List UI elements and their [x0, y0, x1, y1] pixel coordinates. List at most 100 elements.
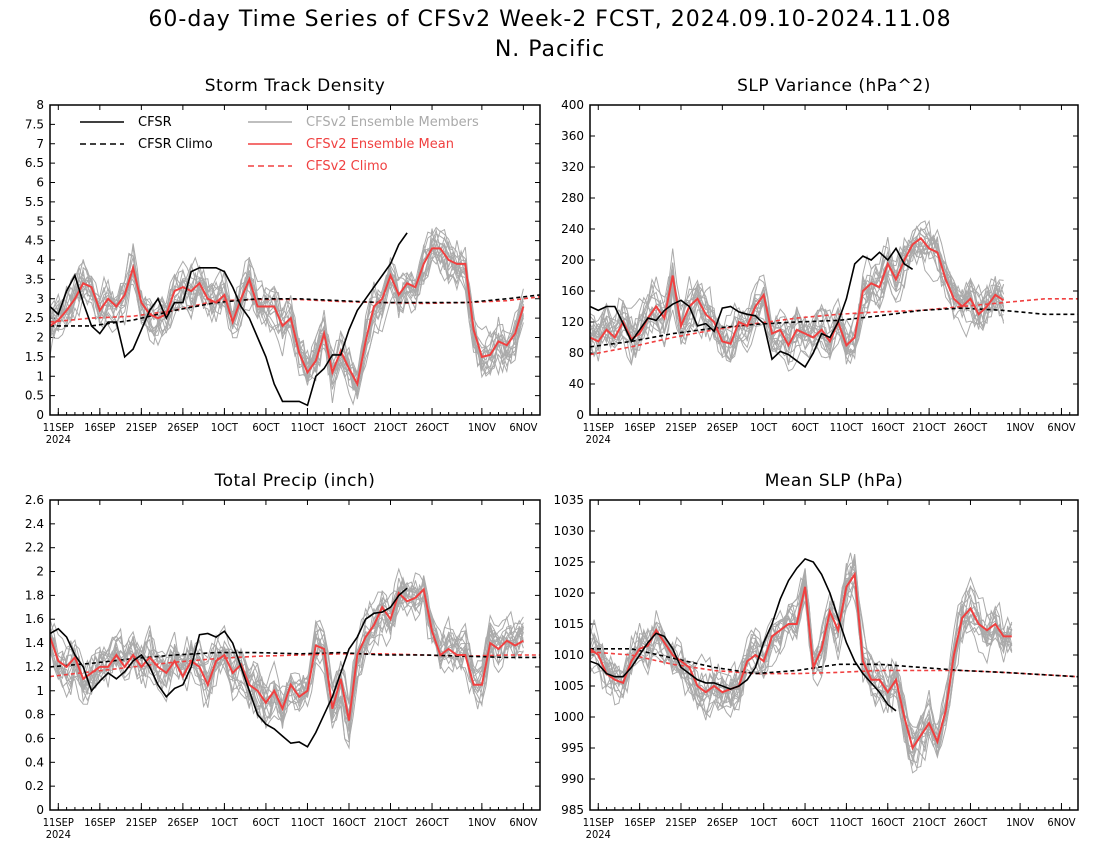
y-tick-label: 1000	[553, 710, 584, 724]
ensemble-member-line	[50, 230, 524, 397]
panel-title: Mean SLP (hPa)	[765, 471, 904, 491]
ensemble-member-line	[590, 237, 1005, 348]
x-tick-label: 1OCT	[750, 816, 778, 829]
x-tick-label: 26SEP	[167, 816, 198, 829]
ensemble-member-line	[50, 581, 524, 727]
y-tick-label: 6.5	[25, 156, 44, 170]
y-tick-label: 8	[36, 98, 44, 112]
y-tick-label: 4.5	[25, 234, 44, 248]
plot-frame	[589, 104, 1079, 416]
y-tick-label: 2.5	[25, 311, 44, 325]
panel-title: Storm Track Density	[205, 76, 386, 96]
y-tick-label: 1.2	[25, 660, 44, 674]
x-tick-label: 11OCT	[830, 816, 864, 829]
cfsr-climo-line	[590, 647, 1078, 678]
x-tick-label: 21SEP	[665, 816, 696, 829]
x-tick-label: 16OCT	[871, 816, 905, 829]
y-tick-label: 0.5	[25, 389, 44, 403]
x-tick-label: 21SEP	[665, 421, 696, 434]
x-tick-label: 16SEP	[624, 816, 655, 829]
legend-label: CFSv2 Ensemble Mean	[306, 137, 454, 152]
y-tick-label: 160	[561, 284, 584, 298]
x-year-label: 2024	[46, 828, 71, 841]
x-tick-label: 1NOV	[468, 816, 496, 829]
y-tick-label: 80	[569, 346, 584, 360]
y-tick-label: 2.2	[25, 541, 44, 555]
legend-label: CFSv2 Climo	[306, 159, 388, 174]
y-tick-label: 120	[561, 315, 584, 329]
x-tick-label: 16OCT	[871, 421, 905, 434]
cfsr-line	[50, 232, 408, 407]
y-tick-label: 0	[576, 408, 584, 422]
ensemble-member-line	[50, 585, 524, 706]
y-tick-label: 0.4	[25, 755, 44, 769]
x-tick-label: 6NOV	[1047, 421, 1075, 434]
x-tick-label: 21OCT	[374, 421, 408, 434]
x-tick-label: 26OCT	[954, 816, 988, 829]
y-tick-label: 2	[36, 565, 44, 579]
figure-title: 60-day Time Series of CFSv2 Week-2 FCST,…	[148, 7, 951, 32]
x-tick-label: 1OCT	[211, 421, 239, 434]
x-tick-label: 1OCT	[211, 816, 239, 829]
y-tick-label: 2.4	[25, 517, 44, 531]
ensemble-mean-line	[590, 571, 1012, 751]
legend-label: CFSR	[138, 115, 172, 130]
y-tick-label: 40	[569, 377, 584, 391]
y-tick-label: 7.5	[25, 117, 44, 131]
y-tick-label: 1	[36, 684, 44, 698]
y-tick-label: 5	[36, 214, 44, 228]
x-tick-label: 1NOV	[1006, 816, 1034, 829]
y-tick-label: 1015	[553, 617, 584, 631]
y-tick-label: 6	[36, 176, 44, 190]
x-tick-label: 11SEP	[583, 816, 614, 829]
ensemble-member-line	[590, 235, 1005, 358]
x-tick-label: 6OCT	[252, 421, 280, 434]
y-tick-label: 3.5	[25, 272, 44, 286]
y-tick-label: 1010	[553, 648, 584, 662]
x-tick-label: 21OCT	[912, 421, 946, 434]
x-tick-label: 26OCT	[954, 421, 988, 434]
x-tick-label: 11SEP	[43, 421, 74, 434]
x-tick-label: 16OCT	[332, 421, 366, 434]
ensemble-member-line	[50, 590, 524, 727]
x-tick-label: 26OCT	[415, 816, 449, 829]
x-tick-label: 6OCT	[792, 816, 820, 829]
y-tick-label: 990	[561, 772, 584, 786]
x-tick-label: 1NOV	[1006, 421, 1034, 434]
y-tick-label: 1025	[553, 555, 584, 569]
y-tick-label: 985	[561, 803, 584, 817]
y-tick-label: 0.8	[25, 708, 44, 722]
ensemble-member-line	[590, 245, 1005, 363]
y-tick-label: 1	[36, 369, 44, 383]
legend: CFSR CFSR Climo CFSv2 Ensemble Members CFSv…	[80, 115, 479, 174]
y-tick-label: 1.6	[25, 612, 44, 626]
y-tick-label: 1.8	[25, 588, 44, 602]
ensemble-member-line	[590, 556, 1013, 774]
y-tick-label: 1.4	[25, 636, 44, 650]
plot-frame	[49, 104, 541, 416]
panel-total-precip: Total Precip (inch) 0 0.2 0.4 0.6 0.8 1 1.2 1.4 1…	[25, 471, 541, 841]
x-tick-label: 26SEP	[707, 421, 738, 434]
panel-title: Total Precip (inch)	[214, 471, 376, 491]
ensemble-mean-line	[50, 247, 525, 387]
ensemble-members	[590, 552, 1013, 774]
x-tick-label: 16SEP	[84, 421, 115, 434]
x-tick-label: 21OCT	[912, 816, 946, 829]
legend-label: CFSv2 Ensemble Members	[306, 115, 479, 130]
x-tick-label: 6NOV	[509, 421, 537, 434]
x-tick-label: 11SEP	[583, 421, 614, 434]
x-tick-label: 16SEP	[624, 421, 655, 434]
panel-storm-track-density: Storm Track Density 0 0.5 1 1.5 2 2.5 3 3.5 4 4.5 5…	[25, 76, 541, 446]
x-tick-label: 21OCT	[374, 816, 408, 829]
ensemble-mean-line	[590, 236, 1005, 348]
ensemble-member-line	[590, 228, 1005, 353]
ensemble-member-line	[590, 226, 1005, 355]
y-tick-label: 3	[36, 292, 44, 306]
y-tick-label: 280	[561, 191, 584, 205]
ensemble-members	[50, 226, 524, 406]
x-tick-label: 21SEP	[126, 816, 157, 829]
ensemble-member-line	[590, 237, 1004, 367]
plot-frame	[49, 499, 541, 811]
y-tick-label: 995	[561, 741, 584, 755]
